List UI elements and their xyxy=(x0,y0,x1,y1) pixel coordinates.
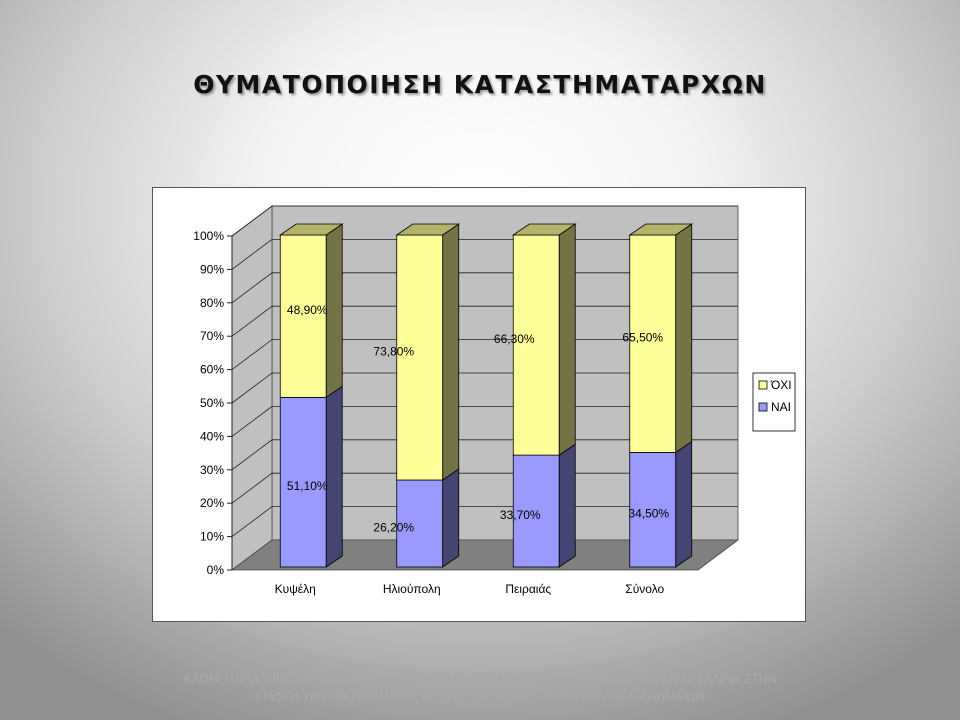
data-label: 66,30% xyxy=(494,332,535,346)
data-label: 65,50% xyxy=(622,331,663,345)
x-tick-label: Ηλιούπολη xyxy=(383,582,441,596)
gridline xyxy=(231,506,738,537)
bar-top-Ηλιούπολη xyxy=(395,223,461,236)
legend-label: ΝΑΙ xyxy=(771,400,791,414)
y-tick-label: 50% xyxy=(200,396,224,410)
bar-top-Σύνολο xyxy=(628,223,694,236)
data-label: 26,20% xyxy=(373,521,414,535)
x-tick-label: Πειραιάς xyxy=(505,582,551,596)
bar-side-ΌΧΙ-Σύνολο xyxy=(675,223,693,454)
bar-side-ΝΑΙ-Κυψέλη xyxy=(325,385,343,568)
gridline xyxy=(231,439,738,471)
gridline xyxy=(231,372,738,404)
y-tick-label: 20% xyxy=(200,496,224,510)
data-label: 73,80% xyxy=(373,345,414,359)
bar-side-ΝΑΙ-Σύνολο xyxy=(675,440,693,568)
gridline xyxy=(231,305,738,337)
y-tick-label: 30% xyxy=(200,463,224,477)
data-label: 34,50% xyxy=(628,507,669,521)
legend-swatch-ΌΧΙ xyxy=(758,380,768,390)
bar-side-ΌΧΙ-Πειραιάς xyxy=(558,223,576,456)
bar-top-Κυψέλη xyxy=(278,223,344,236)
slide-title: ΘΥΜΑΤΟΠΟΙΗΣΗ ΚΑΤΑΣΤΗΜΑΤΑΡΧΩΝ xyxy=(193,70,767,99)
legend-swatch-ΝΑΙ xyxy=(758,402,768,412)
bar-side-ΝΑΙ-Πειραιάς xyxy=(558,443,576,568)
y-tick-label: 60% xyxy=(200,363,224,377)
bar-ΌΧΙ-Ηλιούπολη xyxy=(396,234,444,481)
data-label: 51,10% xyxy=(287,479,328,493)
y-tick-label: 10% xyxy=(200,530,224,544)
y-tick-label: 70% xyxy=(200,329,224,343)
gridline xyxy=(231,239,738,270)
bar-side-ΌΧΙ-Κυψέλη xyxy=(325,223,343,399)
y-tick-label: 80% xyxy=(200,296,224,310)
y-tick-label: 100% xyxy=(193,229,224,243)
y-tick-label: 0% xyxy=(207,563,225,577)
stacked-bar-chart: 0% 10% 20% 30% 40% 50% 60% 70% 80% 90% 100% 51,10% 4… xyxy=(193,205,796,596)
data-label: 48,90% xyxy=(287,303,328,317)
x-tick-label: Κυψέλη xyxy=(275,582,316,596)
y-tick-label: 90% xyxy=(200,262,224,276)
bar-ΌΧΙ-Σύνολο xyxy=(629,234,677,453)
y-tick-label: 40% xyxy=(200,429,224,443)
gridline xyxy=(231,472,738,504)
bar-top-Πειραιάς xyxy=(511,223,577,236)
bar-side-ΌΧΙ-Ηλιούπολη xyxy=(442,223,460,481)
legend-label: ΌΧΙ xyxy=(770,378,792,392)
x-tick-label: Σύνολο xyxy=(625,582,664,596)
gridline xyxy=(231,339,738,370)
bar-ΌΧΙ-Πειραιάς xyxy=(512,234,560,456)
floor xyxy=(230,539,740,571)
gridline xyxy=(231,405,738,437)
footer-line-1: ΚΑΘΗΓΗΤΡΙΑ ΧΡΙΣΤΙΝΑ ΖΑΡΑΦΩΝΙΤΟΥ ΗΜΕΡΙΔΑ … xyxy=(183,672,777,686)
data-label: 33,70% xyxy=(500,508,541,522)
bar-side-ΝΑΙ-Ηλιούπολη xyxy=(442,468,460,568)
gridline xyxy=(231,272,738,304)
chart-container: 0% 10% 20% 30% 40% 50% 60% 70% 80% 90% 100% 51,10% 4… xyxy=(152,187,806,622)
slide-footer: ΚΑΘΗΓΗΤΡΙΑ ΧΡΙΣΤΙΝΑ ΖΑΡΑΦΩΝΙΤΟΥ ΗΜΕΡΙΔΑ … xyxy=(100,670,860,706)
bar-ΝΑΙ-Σύνολο xyxy=(629,452,677,568)
gridline xyxy=(231,205,738,237)
footer-line-2: ΕΠΟΧΗ ΤΗΣ ΟΙΚΟΝΟΜΙΚΗΣ ΚΡΙΣΗΣ" 30-1-2013,… xyxy=(255,690,705,704)
